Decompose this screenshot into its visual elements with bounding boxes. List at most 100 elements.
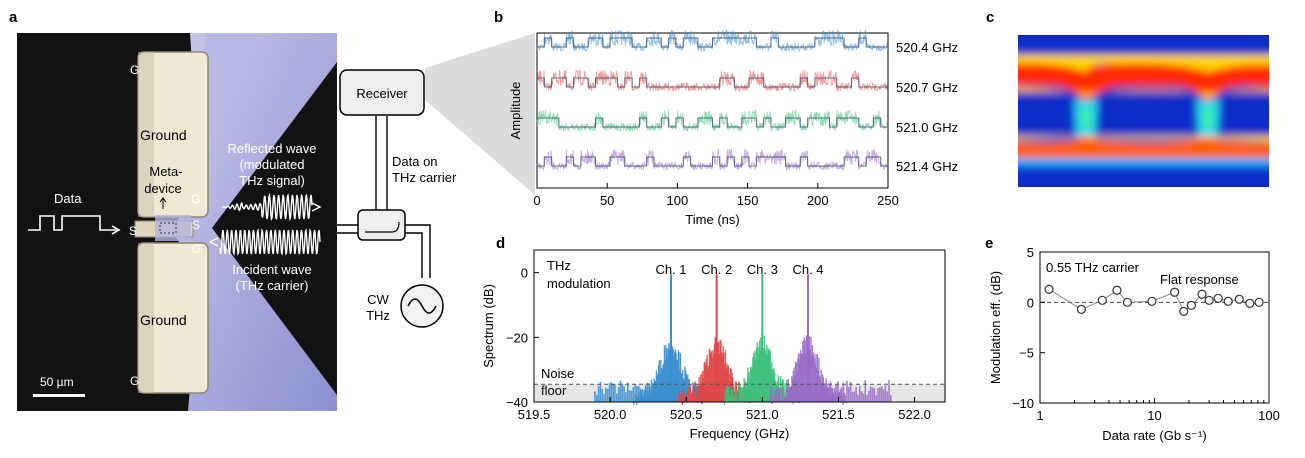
panel-e-data-point [1223, 296, 1233, 306]
metadevice-label-2: device [144, 181, 182, 196]
reflected-wave-line2: (modulated [239, 157, 304, 172]
panel-e-data-point [1254, 297, 1264, 307]
panel-b-xtick-label-2: 100 [667, 193, 689, 208]
panel-e-ylabel: Modulation eff. (dB) [988, 271, 1003, 384]
panel-b-series-label-2: 520.7 GHz [896, 80, 958, 95]
panel-c-letter: c [986, 9, 994, 26]
sine-icon [407, 298, 437, 314]
g-bottom-label: G [130, 374, 139, 388]
panel-e-series-line [1048, 288, 1260, 313]
panel-e-data-point [1097, 295, 1107, 305]
panel-d-channel-label-4: Ch. 4 [792, 262, 823, 277]
panel-d-frame [533, 249, 946, 403]
panel-d-annotation-floor: floor [541, 383, 567, 398]
panel-a-letter: a [9, 9, 18, 26]
g-right-upper-label: G [191, 192, 200, 206]
ground-top-label: Ground [140, 127, 187, 143]
reflected-wave-line3: THz signal) [239, 173, 305, 188]
panel-d-xtick-label-5: 522.0 [898, 407, 931, 422]
panel-e-data-point [1245, 298, 1255, 308]
g-top-label: G [130, 63, 139, 77]
panel-b-letter: b [494, 9, 503, 26]
reflected-wave-line1: Reflected wave [228, 141, 317, 156]
data-on-carrier-line2: THz carrier [392, 170, 457, 185]
panel-d-ytick-label-0: 0 [521, 266, 528, 281]
panel-e-data-point [1170, 287, 1180, 297]
incident-wave-arrow [208, 237, 219, 247]
panel-e-data-point [1204, 295, 1214, 305]
panel-d-xtick-label-4: 521.5 [822, 407, 855, 422]
panel-b-xtick-label-0: 0 [533, 193, 540, 208]
panel-d-letter: d [496, 235, 505, 252]
thz-label: THz [366, 308, 390, 323]
panel-a-micrograph [17, 33, 337, 411]
data-on-carrier-line1: Data on [392, 154, 438, 169]
panel-b-trace-clean-4 [537, 156, 888, 167]
panel-e-data-point [1179, 306, 1189, 316]
panel-d-ylabel: Spectrum (dB) [481, 284, 496, 368]
g-right-lower-label: G [192, 242, 201, 256]
panel-e-ytick-label-1: 0 [1027, 295, 1034, 310]
coupler-icon [365, 221, 400, 233]
incident-wave-line1: Incident wave [232, 262, 312, 277]
panel-e-data-point [1076, 304, 1087, 314]
receiver-box [339, 69, 425, 116]
panel-b-xtick-label-1: 50 [600, 193, 614, 208]
panel-e-xlabel: Data rate (Gb s⁻¹) [1102, 428, 1206, 443]
panel-b-series-label-3: 521.0 GHz [896, 120, 958, 135]
panel-e-letter: e [985, 235, 993, 252]
data-label: Data [54, 191, 82, 206]
ground-bottom-label: Ground [140, 312, 187, 328]
panel-d-ytick-label-1: −20 [506, 330, 528, 345]
panel-b-trace-noisy-2 [536, 69, 889, 93]
panel-d-annotation-modulation: modulation [547, 276, 611, 291]
panel-e-xtick-label-0: 1 [1036, 408, 1043, 423]
panel-e-plot: 5 0 −5 −101 10 100 Data rate (Gb s⁻¹) Modulatio… [988, 245, 1280, 443]
panel-e-ytick-label-0: 5 [1027, 245, 1034, 260]
data-waveform [28, 215, 118, 231]
panel-c-eye-diagram [1018, 35, 1269, 187]
panel-e-xtick-label-2: 100 [1258, 408, 1280, 423]
panel-d-channel-label-1: Ch. 1 [655, 262, 686, 277]
panel-e-data-point [1213, 293, 1223, 303]
s-center-label: S [192, 218, 200, 232]
panel-b-xtick-label-3: 150 [737, 193, 759, 208]
panel-e-data-point [1186, 300, 1196, 310]
panel-b-xtick-label-5: 250 [877, 193, 899, 208]
panel-d-xtick-label-0: 519.5 [518, 407, 551, 422]
panel-d-xtick-label-1: 520.0 [594, 407, 627, 422]
panel-d-xlabel: Frequency (GHz) [690, 426, 790, 441]
panel-b-series-label-4: 521.4 GHz [896, 159, 958, 174]
panel-e-data-point [1112, 285, 1122, 295]
panel-b-xlabel: Time (ns) [685, 212, 739, 227]
data-arrow [111, 225, 121, 235]
panel-e-data-point [1122, 297, 1133, 307]
panel-e-ytick-label-2: −5 [1019, 346, 1034, 361]
incident-wave-signal [219, 228, 321, 256]
scale-bar-label: 50 µm [40, 375, 74, 389]
incident-wave-line2: (THz carrier) [236, 278, 309, 293]
panel-e-annotation-carrier: 0.55 THz carrier [1046, 260, 1140, 275]
receiver-zoom-cone [425, 33, 535, 195]
panel-e-data-point [1197, 289, 1207, 299]
panel-b-ylabel: Amplitude [508, 82, 523, 140]
panel-d-xtick-label-2: 520.5 [670, 407, 703, 422]
panel-d-channel-label-3: Ch. 3 [747, 262, 778, 277]
metadevice-arrow [159, 197, 167, 209]
reflected-wave-arrow [311, 202, 322, 212]
panel-b-trace-clean-3 [537, 117, 888, 128]
panel-e-xtick-label-1: 10 [1147, 408, 1161, 423]
panel-e-data-point [1234, 294, 1244, 304]
panel-b-trace-clean-2 [537, 77, 888, 88]
metadevice-label-1: Meta- [149, 164, 182, 179]
panel-e-annotation-flat: Flat response [1160, 272, 1239, 287]
panel-d-xtick-label-3: 521.0 [746, 407, 779, 422]
receiver-label: Receiver [356, 86, 408, 101]
panel-b-plot: 520.4 GHz 520.7 GHz 521.0 GHz 521.4 GHz 0 50 1… [508, 28, 958, 227]
waveguide-lines [337, 116, 431, 278]
panel-d-annotation-thz: THz [547, 258, 571, 273]
panel-b-trace-clean-1 [537, 37, 888, 48]
panel-e-data-point [1147, 296, 1157, 306]
panel-b-frame [536, 32, 889, 189]
